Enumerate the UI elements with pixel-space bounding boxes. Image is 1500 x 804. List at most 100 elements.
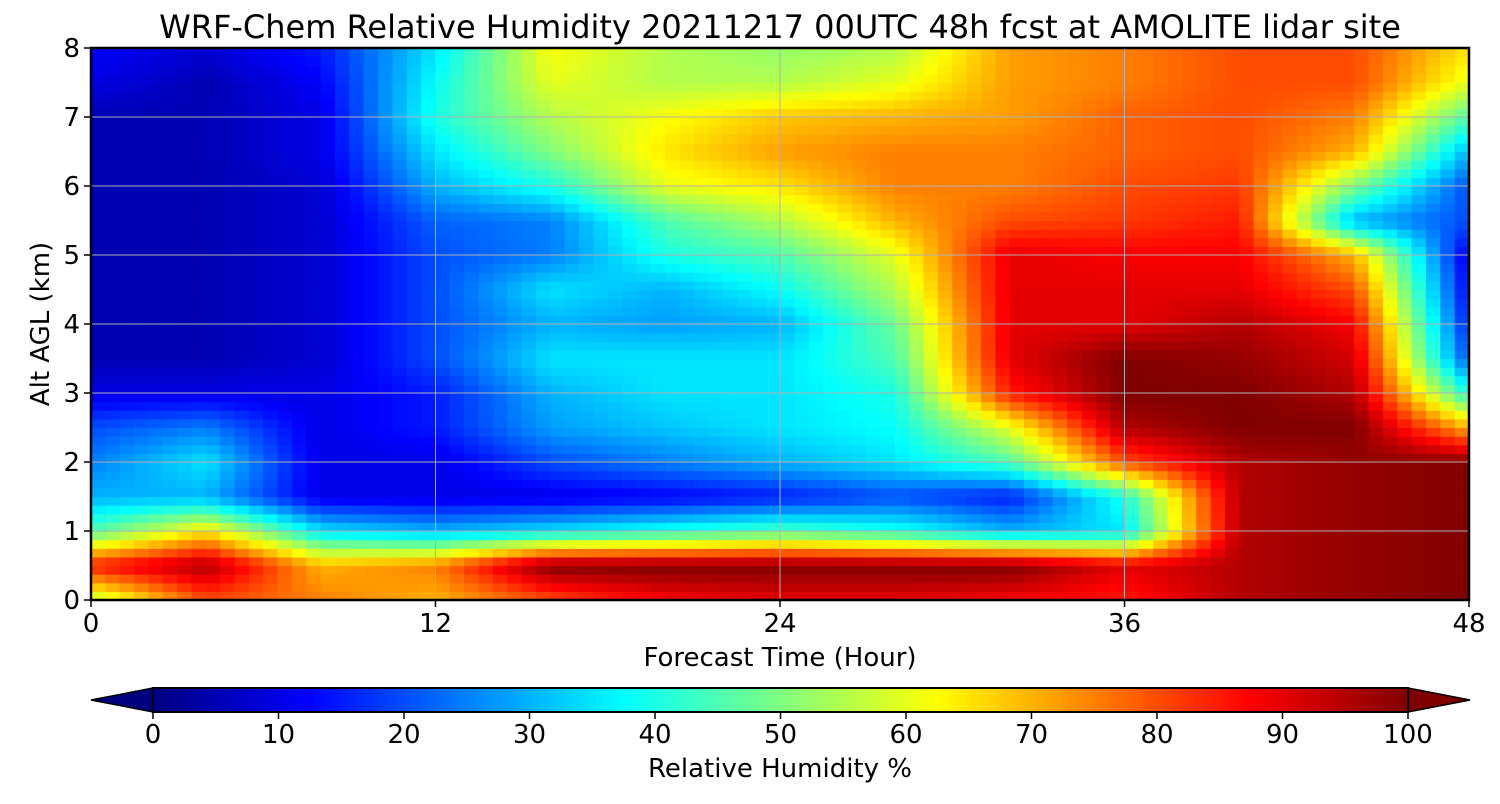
heatmap-cell [320, 444, 336, 454]
heatmap-cell [1138, 160, 1154, 170]
heatmap-cell [492, 341, 508, 351]
heatmap-cell [995, 203, 1011, 213]
heatmap-cell [492, 203, 508, 213]
heatmap-cell [507, 436, 523, 446]
heatmap-cell [406, 522, 422, 532]
heatmap-cell [1411, 556, 1427, 567]
heatmap-cell [335, 306, 350, 316]
heatmap-cell [335, 324, 350, 334]
heatmap-cell [1253, 151, 1269, 161]
heatmap-cell [808, 186, 824, 196]
heatmap-cell [492, 531, 508, 541]
heatmap-cell [277, 246, 293, 256]
heatmap-cell [220, 358, 236, 368]
heatmap-cell [1382, 548, 1398, 558]
heatmap-cell [722, 375, 738, 385]
heatmap-cell [1052, 211, 1068, 222]
heatmap-cell [1138, 186, 1154, 196]
heatmap-cell [837, 531, 853, 541]
heatmap-cell [708, 289, 724, 299]
heatmap-cell [263, 324, 279, 334]
heatmap-cell [1382, 186, 1398, 196]
heatmap-cell [205, 280, 221, 291]
heatmap-cell [1425, 341, 1441, 351]
heatmap-cell [593, 591, 609, 600]
heatmap-cell [1124, 418, 1140, 429]
heatmap-cell [1268, 462, 1283, 472]
heatmap-cell [421, 341, 437, 351]
heatmap-cell [693, 505, 709, 515]
heatmap-cell [191, 513, 207, 523]
heatmap-cell [1268, 513, 1283, 523]
heatmap-cell [177, 393, 193, 403]
heatmap-cell [277, 479, 293, 489]
heatmap-cell [1067, 375, 1083, 385]
heatmap-cell [234, 548, 250, 558]
heatmap-cell [363, 453, 379, 463]
heatmap-cell [464, 203, 480, 213]
heatmap-cell [1325, 444, 1341, 454]
heatmap-cell [1411, 444, 1427, 454]
heatmap-cell [234, 513, 250, 523]
heatmap-cell [478, 229, 494, 239]
heatmap-cell [1110, 160, 1126, 170]
heatmap-cell [937, 410, 953, 420]
heatmap-cell [1239, 427, 1255, 437]
heatmap-cell [1354, 384, 1370, 394]
heatmap-cell [808, 289, 824, 299]
heatmap-cell [1210, 358, 1226, 368]
heatmap-cell [1253, 358, 1269, 368]
heatmap-cell [607, 522, 623, 532]
heatmap-cell [823, 280, 839, 291]
heatmap-cell [1038, 427, 1054, 437]
heatmap-cell [277, 522, 293, 532]
heatmap-cell [1181, 358, 1197, 368]
heatmap-cell [808, 280, 824, 291]
heatmap-cell [507, 565, 523, 575]
heatmap-cell [1081, 513, 1097, 523]
heatmap-cell [335, 177, 350, 187]
heatmap-cell [449, 470, 465, 480]
heatmap-cell [162, 324, 178, 334]
heatmap-cell [1325, 367, 1341, 377]
heatmap-cell [765, 410, 781, 420]
heatmap-cell [234, 289, 250, 299]
heatmap-cell [823, 418, 839, 429]
heatmap-cell [1425, 160, 1441, 170]
heatmap-cell [607, 341, 623, 351]
heatmap-cell [1253, 539, 1269, 549]
heatmap-cell [622, 160, 638, 170]
heatmap-cell [550, 410, 566, 420]
heatmap-cell [1325, 505, 1341, 515]
heatmap-cell [535, 427, 551, 437]
heatmap-cell [1110, 427, 1126, 437]
heatmap-cell [392, 298, 408, 308]
heatmap-cell [392, 522, 408, 532]
heatmap-cell [1024, 470, 1039, 480]
heatmap-cell [349, 513, 365, 523]
heatmap-cell [291, 211, 307, 222]
heatmap-cell [1354, 479, 1370, 489]
heatmap-cell [607, 393, 623, 403]
heatmap-cell [263, 160, 279, 170]
heatmap-cell [1110, 306, 1126, 316]
heatmap-cell [1425, 531, 1441, 541]
heatmap-cell [1110, 401, 1126, 411]
heatmap-cell [177, 255, 193, 265]
heatmap-cell [392, 591, 408, 600]
heatmap-cell [1368, 203, 1384, 213]
heatmap-cell [1024, 349, 1039, 360]
heatmap-cell [134, 237, 150, 247]
heatmap-cell [277, 229, 293, 239]
heatmap-cell [1167, 393, 1183, 403]
heatmap-cell [177, 306, 193, 316]
heatmap-cell [794, 487, 810, 498]
heatmap-cell [91, 177, 106, 187]
heatmap-cell [119, 211, 135, 222]
heatmap-cell [1224, 186, 1240, 196]
heatmap-cell [435, 470, 451, 480]
heatmap-cell [91, 531, 106, 541]
heatmap-cell [1440, 289, 1456, 299]
heatmap-cell [1181, 263, 1197, 273]
heatmap-cell [378, 548, 394, 558]
